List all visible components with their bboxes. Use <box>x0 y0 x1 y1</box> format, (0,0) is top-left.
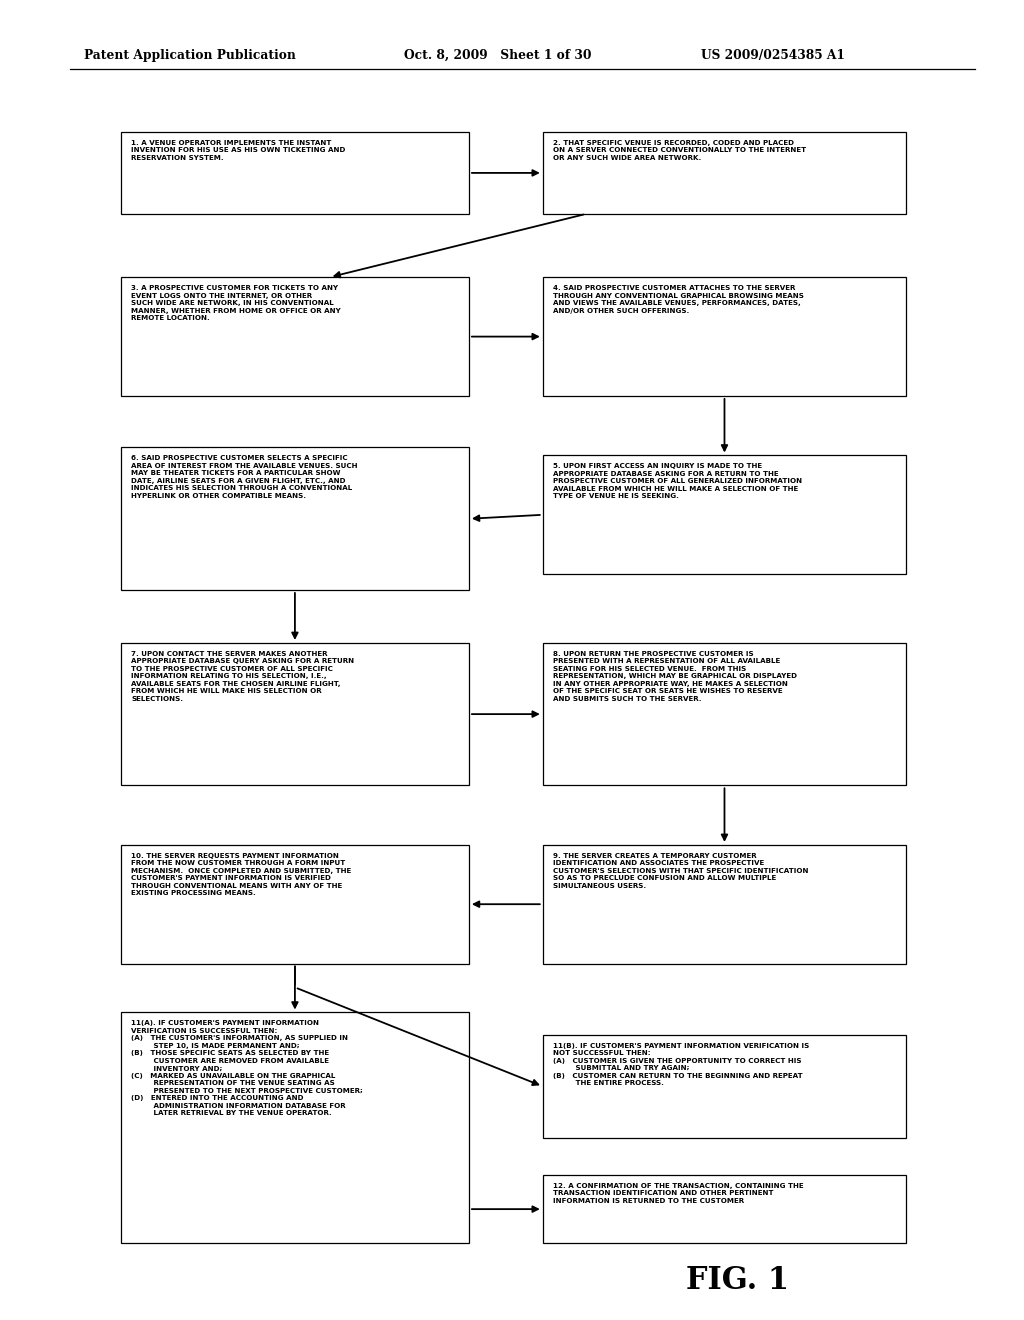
Bar <box>121 277 469 396</box>
Text: 7. UPON CONTACT THE SERVER MAKES ANOTHER
APPROPRIATE DATABASE QUERY ASKING FOR A: 7. UPON CONTACT THE SERVER MAKES ANOTHER… <box>131 651 354 702</box>
Text: 9. THE SERVER CREATES A TEMPORARY CUSTOMER
IDENTIFICATION AND ASSOCIATES THE PRO: 9. THE SERVER CREATES A TEMPORARY CUSTOM… <box>553 853 809 888</box>
Bar <box>543 132 906 214</box>
Text: 8. UPON RETURN THE PROSPECTIVE CUSTOMER IS
PRESENTED WITH A REPRESENTATION OF AL: 8. UPON RETURN THE PROSPECTIVE CUSTOMER … <box>553 651 797 702</box>
Bar <box>121 447 469 590</box>
Text: 11(A). IF CUSTOMER'S PAYMENT INFORMATION
VERIFICATION IS SUCCESSFUL THEN:
(A)   : 11(A). IF CUSTOMER'S PAYMENT INFORMATION… <box>131 1020 362 1117</box>
Text: 10. THE SERVER REQUESTS PAYMENT INFORMATION
FROM THE NOW CUSTOMER THROUGH A FORM: 10. THE SERVER REQUESTS PAYMENT INFORMAT… <box>131 853 351 896</box>
Text: US 2009/0254385 A1: US 2009/0254385 A1 <box>701 49 846 62</box>
Bar <box>121 643 469 785</box>
Text: Oct. 8, 2009   Sheet 1 of 30: Oct. 8, 2009 Sheet 1 of 30 <box>404 49 592 62</box>
Bar <box>121 132 469 214</box>
Text: 3. A PROSPECTIVE CUSTOMER FOR TICKETS TO ANY
EVENT LOGS ONTO THE INTERNET, OR OT: 3. A PROSPECTIVE CUSTOMER FOR TICKETS TO… <box>131 285 341 321</box>
Text: 2. THAT SPECIFIC VENUE IS RECORDED, CODED AND PLACED
ON A SERVER CONNECTED CONVE: 2. THAT SPECIFIC VENUE IS RECORDED, CODE… <box>553 140 806 161</box>
Bar <box>543 1175 906 1243</box>
Text: 11(B). IF CUSTOMER'S PAYMENT INFORMATION VERIFICATION IS
NOT SUCCESSFUL THEN:
(A: 11(B). IF CUSTOMER'S PAYMENT INFORMATION… <box>553 1043 809 1086</box>
Bar <box>543 643 906 785</box>
Text: 1. A VENUE OPERATOR IMPLEMENTS THE INSTANT
INVENTION FOR HIS USE AS HIS OWN TICK: 1. A VENUE OPERATOR IMPLEMENTS THE INSTA… <box>131 140 345 161</box>
Text: FIG. 1: FIG. 1 <box>686 1265 788 1296</box>
Bar <box>121 1012 469 1243</box>
Text: 6. SAID PROSPECTIVE CUSTOMER SELECTS A SPECIFIC
AREA OF INTEREST FROM THE AVAILA: 6. SAID PROSPECTIVE CUSTOMER SELECTS A S… <box>131 455 357 499</box>
Text: 4. SAID PROSPECTIVE CUSTOMER ATTACHES TO THE SERVER
THROUGH ANY CONVENTIONAL GRA: 4. SAID PROSPECTIVE CUSTOMER ATTACHES TO… <box>553 285 804 314</box>
Bar <box>543 277 906 396</box>
Text: 5. UPON FIRST ACCESS AN INQUIRY IS MADE TO THE
APPROPRIATE DATABASE ASKING FOR A: 5. UPON FIRST ACCESS AN INQUIRY IS MADE … <box>553 463 802 499</box>
Text: 12. A CONFIRMATION OF THE TRANSACTION, CONTAINING THE
TRANSACTION IDENTIFICATION: 12. A CONFIRMATION OF THE TRANSACTION, C… <box>553 1183 804 1204</box>
Text: Patent Application Publication: Patent Application Publication <box>84 49 296 62</box>
Bar <box>543 845 906 964</box>
Bar <box>543 455 906 574</box>
Bar <box>543 1035 906 1138</box>
Bar <box>121 845 469 964</box>
